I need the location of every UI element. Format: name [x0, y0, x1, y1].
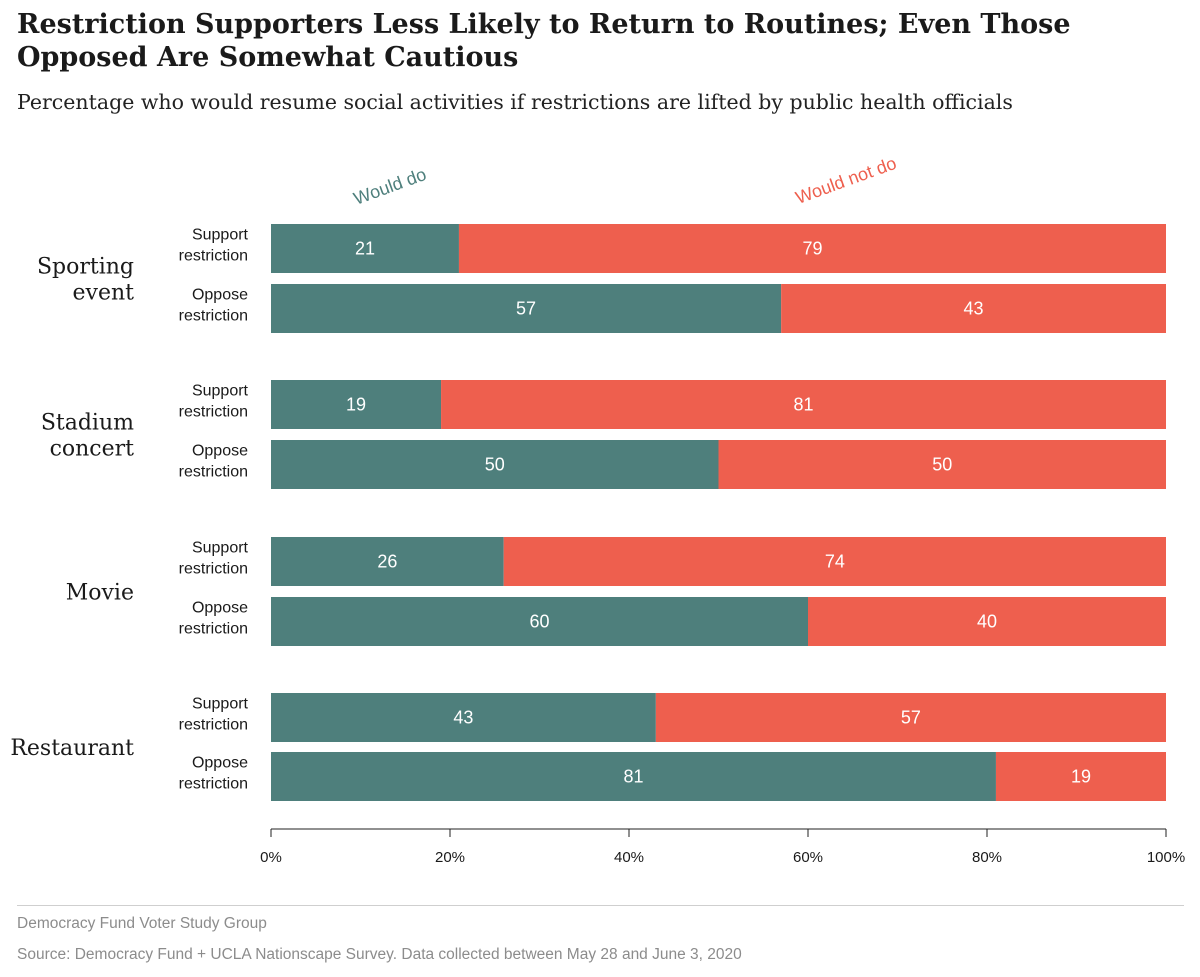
row-label: restriction: [179, 776, 248, 793]
data-label-would-not-do: 43: [964, 299, 984, 319]
data-label-would-not-do: 81: [794, 395, 814, 415]
bar-would-do: [271, 537, 504, 586]
row-label: Oppose: [192, 600, 248, 617]
row-label: restriction: [179, 404, 248, 421]
data-label-would-do: 57: [516, 299, 536, 319]
x-axis-tick-label: 60%: [793, 849, 823, 866]
data-label-would-do: 81: [623, 767, 643, 787]
bar-would-do: [271, 597, 808, 646]
bar-would-not-do: [503, 537, 1166, 586]
bar-would-not-do: [458, 224, 1166, 273]
bar-would-do: [271, 284, 782, 333]
group-label: event: [73, 281, 135, 306]
x-axis-tick-label: 100%: [1147, 849, 1185, 866]
bar-would-do: [271, 380, 442, 429]
data-label-would-not-do: 57: [901, 708, 921, 728]
bar-would-not-do: [718, 440, 1166, 489]
data-label-would-do: 26: [377, 552, 397, 572]
x-axis-tick-label: 40%: [614, 849, 644, 866]
footer-divider: [17, 905, 1184, 906]
data-label-would-do: 43: [453, 708, 473, 728]
data-label-would-not-do: 40: [977, 612, 997, 632]
bar-would-not-do: [781, 284, 1166, 333]
row-label: Oppose: [192, 287, 248, 304]
group-label: Stadium: [41, 411, 134, 436]
row-label: Oppose: [192, 755, 248, 772]
group-label: Sporting: [37, 255, 134, 280]
row-label: Oppose: [192, 443, 248, 460]
group-label: concert: [50, 437, 135, 462]
data-label-would-do: 21: [355, 239, 375, 259]
data-label-would-not-do: 50: [932, 455, 952, 475]
group-label: Restaurant: [10, 736, 134, 761]
bar-would-do: [271, 693, 656, 742]
footer-source: Source: Democracy Fund + UCLA Nationscap…: [17, 946, 742, 963]
data-label-would-not-do: 74: [825, 552, 845, 572]
row-label: restriction: [179, 621, 248, 638]
chart-subtitle: Percentage who would resume social activ…: [17, 90, 1013, 114]
data-label-would-do: 60: [529, 612, 549, 632]
series-label-would-do: Would do: [351, 164, 429, 209]
row-label: restriction: [179, 308, 248, 325]
row-label: restriction: [179, 717, 248, 734]
data-label-would-do: 50: [485, 455, 505, 475]
row-label: restriction: [179, 464, 248, 481]
row-label: Support: [192, 696, 249, 713]
bar-would-not-do: [655, 693, 1166, 742]
data-label-would-do: 19: [346, 395, 366, 415]
x-axis-tick-label: 80%: [972, 849, 1002, 866]
data-label-would-not-do: 19: [1071, 767, 1091, 787]
bar-would-not-do: [808, 597, 1166, 646]
x-axis-tick-label: 20%: [435, 849, 465, 866]
bar-would-not-do: [995, 752, 1166, 801]
chart-title: Restriction Supporters Less Likely to Re…: [17, 9, 1071, 73]
row-label: Support: [192, 383, 249, 400]
row-label: restriction: [179, 248, 248, 265]
bar-would-do: [271, 440, 719, 489]
footer-org: Democracy Fund Voter Study Group: [17, 915, 267, 932]
data-label-would-not-do: 79: [802, 239, 822, 259]
row-label: restriction: [179, 561, 248, 578]
x-axis-tick-label: 0%: [260, 849, 282, 866]
bar-would-do: [271, 752, 996, 801]
row-label: Support: [192, 540, 249, 557]
row-label: Support: [192, 227, 249, 244]
bar-would-do: [271, 224, 459, 273]
group-label: Movie: [66, 581, 134, 606]
bar-would-not-do: [441, 380, 1166, 429]
series-label-would-not-do: Would not do: [793, 153, 899, 208]
